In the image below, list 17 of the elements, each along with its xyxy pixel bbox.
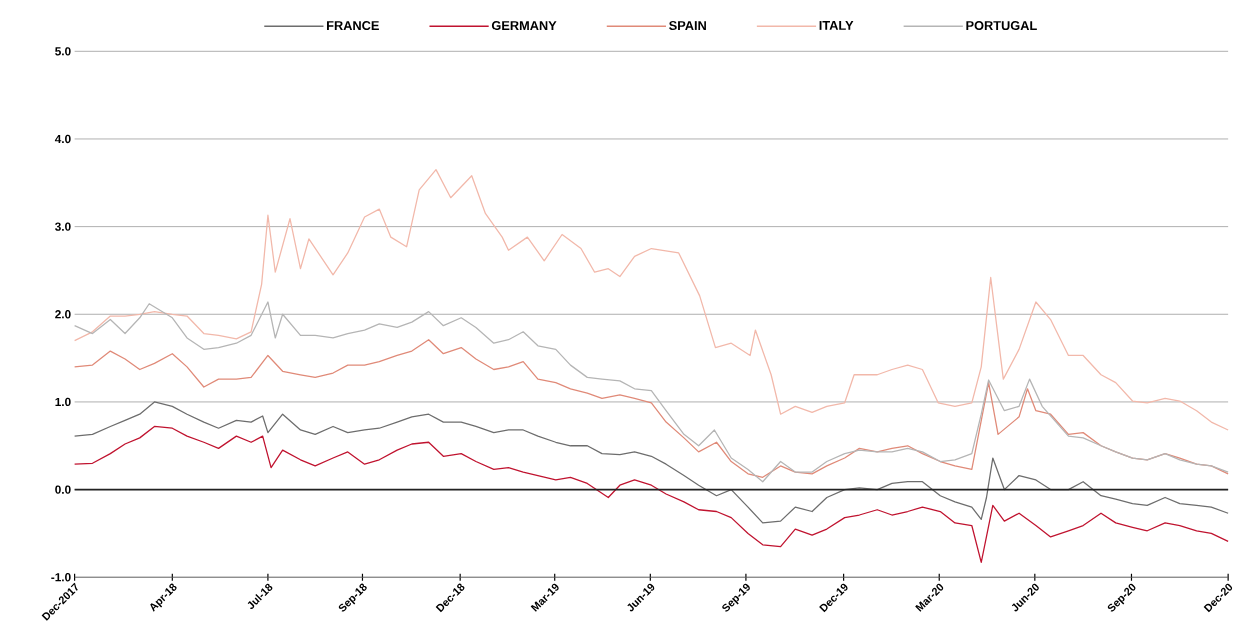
line-series (73, 301, 1229, 483)
legend-label: FRANCE (327, 20, 379, 30)
legend-label: PORTUGAL (966, 20, 1037, 30)
legend-label: SPAIN (669, 20, 706, 30)
y-tick-label: 5.0 (55, 46, 71, 56)
line-series (73, 338, 1229, 478)
y-tick-label: 4.0 (54, 134, 71, 143)
legend-label: ITALY (819, 20, 854, 30)
line-series (73, 401, 1229, 524)
y-tick-label: 2.0 (55, 309, 71, 319)
y-tick-label: 1.0 (55, 397, 71, 406)
y-tick-label: -1.0 (51, 572, 71, 582)
y-tick-label: 3.0 (55, 222, 71, 231)
y-tick-label: 0.0 (55, 485, 71, 494)
legend-label: GERMANY (491, 20, 557, 30)
line-series (73, 168, 1229, 431)
line-series (73, 425, 1229, 563)
